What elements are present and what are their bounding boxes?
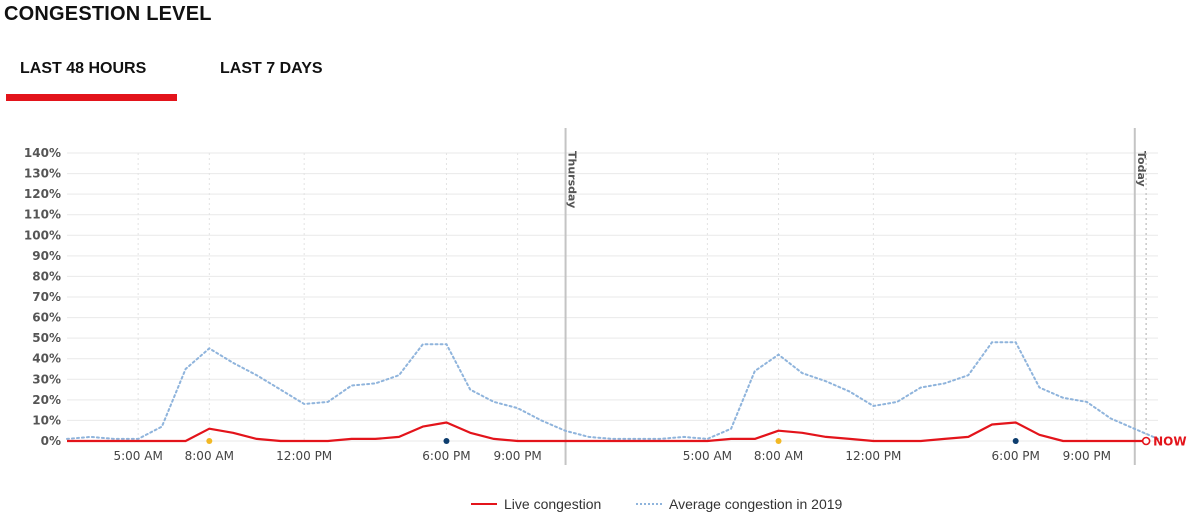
page-title: CONGESTION LEVEL <box>4 3 212 25</box>
now-point <box>1141 436 1151 446</box>
day-separator-label: Thursday <box>566 151 579 208</box>
y-tick-label: 80% <box>32 269 61 283</box>
legend-average[interactable]: Average congestion in 2019 <box>636 496 842 512</box>
peak-markers <box>206 438 1019 444</box>
active-tab-indicator <box>6 94 177 101</box>
y-tick-label: 50% <box>32 331 61 345</box>
x-tick-label: 9:00 PM <box>1063 449 1111 463</box>
now-label: NOW <box>1153 435 1186 449</box>
y-tick-label: 110% <box>24 208 61 222</box>
y-tick-label: 120% <box>24 187 61 201</box>
congestion-chart: 0% 10% 20% 30% 40% 50% 60% 70% 80% 90% 100% 110% 120… <box>24 128 1187 465</box>
evening-peak-marker <box>443 438 450 444</box>
now-marker-group: NOW <box>1141 153 1187 449</box>
x-tick-label: 8:00 AM <box>754 449 803 463</box>
legend-live-swatch <box>471 503 497 505</box>
y-tick-label: 30% <box>32 372 61 386</box>
x-tick-label: 8:00 AM <box>185 449 234 463</box>
range-tabs: LAST 48 HOURS LAST 7 DAYS <box>0 50 600 105</box>
series-live-line <box>67 421 1147 443</box>
x-tick-label: 6:00 PM <box>422 449 470 463</box>
y-tick-label: 20% <box>32 393 61 407</box>
x-tick-label: 5:00 AM <box>113 449 162 463</box>
y-axis: 0% 10% 20% 30% 40% 50% 60% 70% 80% 90% 100% 110% 120… <box>24 146 61 448</box>
morning-peak-marker <box>775 438 782 444</box>
x-tick-label: 12:00 PM <box>276 449 332 463</box>
y-tick-label: 90% <box>32 249 61 263</box>
y-tick-label: 0% <box>41 434 61 448</box>
x-tick-label: 9:00 PM <box>493 449 541 463</box>
y-tick-label: 140% <box>24 146 61 160</box>
day-markers: Thursday Today <box>564 128 1148 465</box>
evening-peak-marker <box>1012 438 1019 444</box>
x-axis: 5:00 AM 8:00 AM 12:00 PM 6:00 PM 9:00 PM 5:00… <box>113 449 1111 463</box>
y-tick-label: 130% <box>24 167 61 181</box>
y-tick-label: 40% <box>32 352 61 366</box>
x-tick-label: 12:00 PM <box>845 449 901 463</box>
x-tick-label: 5:00 AM <box>683 449 732 463</box>
legend-live[interactable]: Live congestion <box>471 496 601 512</box>
chart-grid <box>67 152 1158 442</box>
x-tick-label: 6:00 PM <box>992 449 1040 463</box>
series-average-line <box>66 341 1159 440</box>
tab-last-7-days[interactable]: LAST 7 DAYS <box>220 60 323 77</box>
y-tick-label: 10% <box>32 413 61 427</box>
y-tick-label: 60% <box>32 311 61 325</box>
y-tick-label: 70% <box>32 290 61 304</box>
day-separator-label: Today <box>1135 151 1148 187</box>
chart-series <box>66 341 1159 443</box>
morning-peak-marker <box>206 438 213 444</box>
legend-average-label: Average congestion in 2019 <box>669 496 843 512</box>
tab-last-48-hours[interactable]: LAST 48 HOURS <box>20 60 147 77</box>
y-tick-label: 100% <box>24 228 61 242</box>
legend-live-label: Live congestion <box>504 496 602 512</box>
legend-average-swatch <box>636 503 662 505</box>
chart-legend: Live congestion Average congestion in 20… <box>0 496 1200 518</box>
